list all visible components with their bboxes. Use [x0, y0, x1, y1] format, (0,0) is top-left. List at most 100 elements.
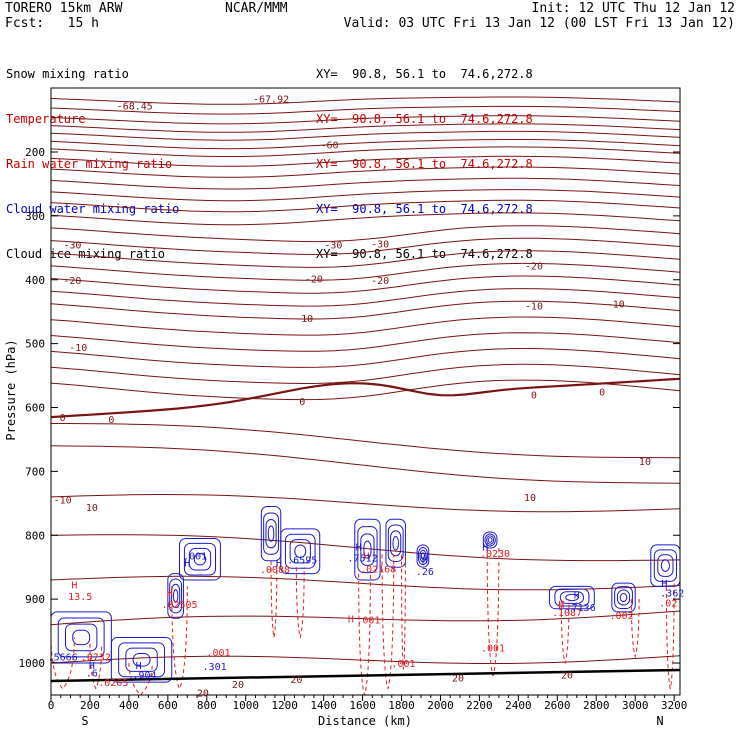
cloud-water-contour: [484, 533, 496, 547]
rain-label: H: [558, 600, 564, 611]
cloud-water-contour: [387, 524, 404, 562]
cloud-water-label: H: [574, 591, 580, 602]
cloud-water-label: H: [89, 661, 95, 672]
x-tick-label: 1600: [349, 699, 376, 712]
temperature-label: -20: [63, 276, 81, 287]
rain-label: H: [167, 589, 173, 600]
rain-label: .002: [610, 611, 634, 622]
x-end-label-right: N: [656, 714, 663, 728]
temperature-label: 10: [86, 503, 98, 514]
isotherm: [50, 189, 681, 202]
temperature-label: -10: [295, 314, 313, 325]
cloud-water-label: H: [184, 559, 190, 570]
temperature-contours: [50, 96, 681, 664]
rain-label: .0732: [81, 653, 111, 664]
y-axis-title: Pressure (hPa): [4, 339, 18, 440]
x-tick-label: 800: [197, 699, 217, 712]
cloud-water-contour: [260, 506, 282, 562]
x-tick-label: 3200: [661, 699, 688, 712]
isotherm-lower: [50, 575, 681, 591]
x-tick-label: 2000: [427, 699, 454, 712]
cloud-water-contour: [385, 518, 406, 568]
cloud-water-contour: [57, 617, 105, 658]
cloud-water-contour: [284, 533, 316, 569]
rain-contour: [560, 599, 570, 665]
cloud-water-contour: [559, 591, 585, 604]
cloud-water-contour: [72, 629, 91, 646]
rain-contour: [630, 599, 640, 658]
cloud-water-contour: [357, 526, 378, 574]
legend-cloud-water: Cloud water mixing ratio: [6, 202, 180, 216]
cloud-water-contour: [263, 512, 279, 555]
rain-label: .001: [206, 648, 230, 659]
isotherm: [50, 139, 681, 150]
isotherm: [50, 363, 681, 385]
zero-isotherm: [50, 377, 681, 419]
temperature-label: -67.92: [253, 94, 289, 105]
cloud-water-label: .301: [203, 662, 227, 673]
y-tick-label: 800: [25, 529, 45, 542]
rain-label: .0088: [260, 565, 290, 576]
temperature-label: -60: [320, 140, 338, 151]
legend-temperature: Temperature: [6, 112, 86, 126]
x-end-label-left: S: [81, 714, 88, 728]
x-tick-label: 600: [158, 699, 178, 712]
isotherm: [50, 130, 681, 141]
isotherm-lower: [50, 493, 681, 513]
y-tick-label: 400: [25, 274, 45, 287]
cloud-water-contour: [188, 547, 212, 571]
x-tick-label: 1000: [232, 699, 259, 712]
cloud-water-label: .26: [416, 567, 434, 578]
rain-label: H: [363, 552, 369, 563]
isotherm: [50, 166, 681, 178]
cloud-water-contour: [360, 533, 375, 566]
cloud-water-contour: [482, 531, 498, 549]
x-tick-label: 2400: [505, 699, 532, 712]
isotherm: [50, 123, 681, 133]
y-tick-label: 200: [25, 146, 45, 159]
x-axis-title: Distance (km): [318, 714, 412, 728]
isotherm: [50, 300, 681, 320]
x-tick-label: 1200: [271, 699, 298, 712]
cloud-water-contour: [611, 582, 636, 613]
isotherm: [50, 96, 681, 105]
y-tick-label: 700: [25, 465, 45, 478]
temperature-label: -30: [63, 241, 81, 252]
contour-labels: -67.92 -68.45 -60 -30 -30 -30 -20 -20 -20 -20 -10 -…: [48, 94, 685, 699]
rain-label: 13.5: [68, 592, 92, 603]
rain-label: .02505: [161, 600, 197, 611]
cloud-water-contour: [614, 586, 633, 609]
cloud-water-label: .7136: [566, 603, 596, 614]
x-tick-label: 2200: [466, 699, 493, 712]
rain-contour: [486, 548, 500, 677]
isotherm-lower: [50, 610, 681, 626]
temperature-label: 0: [599, 388, 605, 399]
rain-contour: [270, 560, 278, 640]
y-tick-label: 900: [25, 593, 45, 606]
cloud-water-contour: [660, 559, 670, 572]
temperature-label: -10: [525, 301, 543, 312]
isotherm: [50, 347, 681, 368]
x-axis: 0 200 400 600 800 1000 1200 1400 1600 1800 2000 220…: [48, 695, 688, 712]
temperature-label: 10: [524, 493, 536, 504]
cloud-water-contour: [110, 636, 173, 683]
cloud-water-contour: [289, 539, 311, 564]
header-right: Init: 12 UTC Thu 12 Jan 12 Valid: 03 UTC …: [344, 1, 735, 31]
y-tick-label: 1000: [19, 657, 46, 670]
rain-contour: [665, 579, 675, 690]
field-legend: Snow mixing ratio Temperature Rain water…: [6, 37, 179, 277]
cloud-water-label: .904: [132, 670, 156, 681]
cloud-water-contour: [390, 530, 402, 557]
cloud-water-contour: [354, 518, 381, 581]
temperature-label: 0: [299, 397, 305, 408]
rain-contour: [171, 586, 188, 690]
temperature-label: 20: [197, 688, 209, 699]
temperature-label: -68.45: [117, 101, 153, 112]
cloud-water-contour: [132, 653, 151, 667]
rain-contour: [50, 637, 75, 690]
isotherm: [50, 105, 681, 115]
rain-label: .0265: [98, 678, 128, 689]
cloud-water-label: .7512: [348, 554, 378, 565]
temperature-label: -30: [371, 239, 389, 250]
rain-contour: [401, 554, 406, 670]
